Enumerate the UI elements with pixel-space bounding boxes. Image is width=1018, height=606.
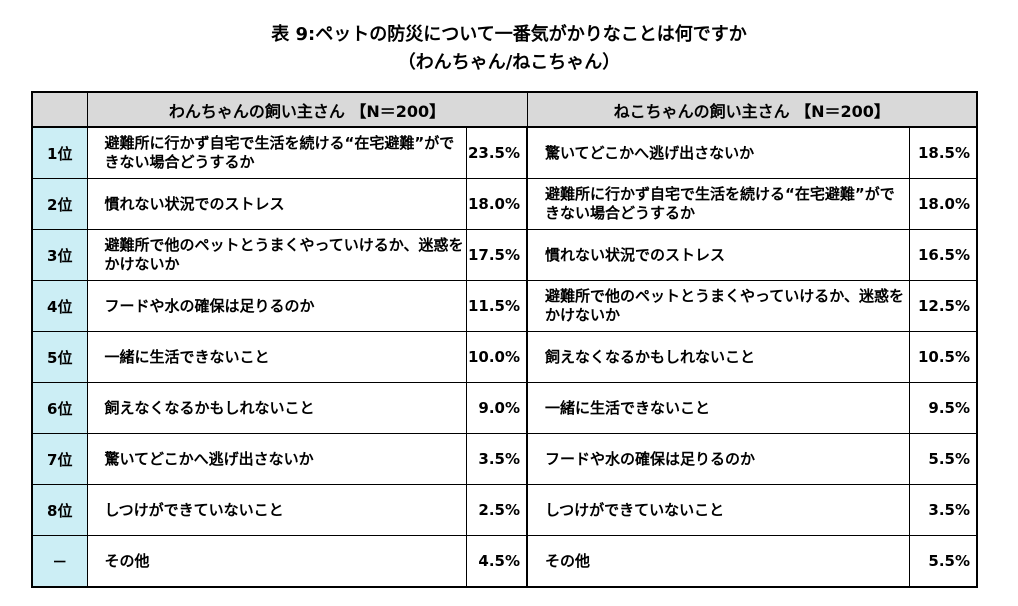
rank-cell: 5位 <box>31 331 88 383</box>
dog-pct-cell: 10.0% <box>465 331 528 383</box>
dog-pct-cell: 17.5% <box>465 229 528 281</box>
cat-item-cell: 驚いてどこかへ逃げ出さないか <box>526 126 910 179</box>
corner-cell <box>31 91 88 128</box>
cat-owners-header: ねこちゃんの飼い主さん 【N＝200】 <box>526 91 978 128</box>
rank-cell: 1位 <box>31 126 88 179</box>
rank-cell: 4位 <box>31 280 88 332</box>
dog-pct-cell: 18.0% <box>465 178 528 230</box>
dog-owners-header: わんちゃんの飼い主さん 【N＝200】 <box>86 91 528 128</box>
table-title: 表 9:ペットの防災について一番気がかりなことは何ですか <box>271 24 747 45</box>
rank-cell: 3位 <box>31 229 88 281</box>
dog-item-cell: 慣れない状況でのストレス <box>86 178 467 230</box>
cat-pct-cell: 16.5% <box>908 229 978 281</box>
cat-pct-cell: 18.0% <box>908 178 978 230</box>
dog-item-cell: その他 <box>86 535 467 588</box>
dog-pct-cell: 9.0% <box>465 382 528 434</box>
cat-pct-cell: 10.5% <box>908 331 978 383</box>
table-row: 3位 避難所で他のペットとうまくやっていけるか、迷惑をかけないか 17.5% 慣… <box>31 229 978 281</box>
table-row: 5位 一緒に生活できないこと 10.0% 飼えなくなるかもしれないこと 10.5… <box>31 331 978 383</box>
cat-pct-cell: 5.5% <box>908 535 978 588</box>
dog-pct-cell: 11.5% <box>465 280 528 332</box>
rank-cell: 6位 <box>31 382 88 434</box>
cat-item-cell: しつけができていないこと <box>526 484 910 536</box>
dog-item-cell: フードや水の確保は足りるのか <box>86 280 467 332</box>
cat-item-cell: 飼えなくなるかもしれないこと <box>526 331 910 383</box>
dog-pct-cell: 3.5% <box>465 433 528 485</box>
rank-cell: 7位 <box>31 433 88 485</box>
cat-item-cell: 慣れない状況でのストレス <box>526 229 910 281</box>
cat-item-cell: フードや水の確保は足りるのか <box>526 433 910 485</box>
rank-cell: － <box>31 535 88 588</box>
cat-item-cell: 避難所に行かず自宅で生活を続ける“在宅避難”ができない場合どうするか <box>526 178 910 230</box>
cat-item-cell: 一緒に生活できないこと <box>526 382 910 434</box>
dog-item-cell: しつけができていないこと <box>86 484 467 536</box>
table-row: 7位 驚いてどこかへ逃げ出さないか 3.5% フードや水の確保は足りるのか 5.… <box>31 433 978 485</box>
cat-pct-cell: 3.5% <box>908 484 978 536</box>
table-row: 4位 フードや水の確保は足りるのか 11.5% 避難所で他のペットとうまくやって… <box>31 280 978 332</box>
cat-pct-cell: 9.5% <box>908 382 978 434</box>
cat-item-cell: その他 <box>526 535 910 588</box>
header-row: わんちゃんの飼い主さん 【N＝200】 ねこちゃんの飼い主さん 【N＝200】 <box>31 91 978 128</box>
dog-pct-cell: 2.5% <box>465 484 528 536</box>
table-row: 1位 避難所に行かず自宅で生活を続ける“在宅避難”ができない場合どうするか 23… <box>31 126 978 179</box>
dog-item-cell: 避難所で他のペットとうまくやっていけるか、迷惑をかけないか <box>86 229 467 281</box>
cat-item-cell: 避難所で他のペットとうまくやっていけるか、迷惑をかけないか <box>526 280 910 332</box>
dog-item-cell: 飼えなくなるかもしれないこと <box>86 382 467 434</box>
table-row: － その他 4.5% その他 5.5% <box>31 535 978 588</box>
rank-cell: 8位 <box>31 484 88 536</box>
dog-pct-cell: 23.5% <box>465 126 528 179</box>
cat-pct-cell: 18.5% <box>908 126 978 179</box>
dog-pct-cell: 4.5% <box>465 535 528 588</box>
table-subtitle: （わんちゃん/ねこちゃん） <box>397 52 621 73</box>
ranking-table: わんちゃんの飼い主さん 【N＝200】 ねこちゃんの飼い主さん 【N＝200】 … <box>31 91 978 588</box>
table-row: 6位 飼えなくなるかもしれないこと 9.0% 一緒に生活できないこと 9.5% <box>31 382 978 434</box>
dog-item-cell: 驚いてどこかへ逃げ出さないか <box>86 433 467 485</box>
dog-item-cell: 避難所に行かず自宅で生活を続ける“在宅避難”ができない場合どうするか <box>86 126 467 179</box>
table-row: 8位 しつけができていないこと 2.5% しつけができていないこと 3.5% <box>31 484 978 536</box>
rank-cell: 2位 <box>31 178 88 230</box>
cat-pct-cell: 5.5% <box>908 433 978 485</box>
table-row: 2位 慣れない状況でのストレス 18.0% 避難所に行かず自宅で生活を続ける“在… <box>31 178 978 230</box>
dog-item-cell: 一緒に生活できないこと <box>86 331 467 383</box>
cat-pct-cell: 12.5% <box>908 280 978 332</box>
